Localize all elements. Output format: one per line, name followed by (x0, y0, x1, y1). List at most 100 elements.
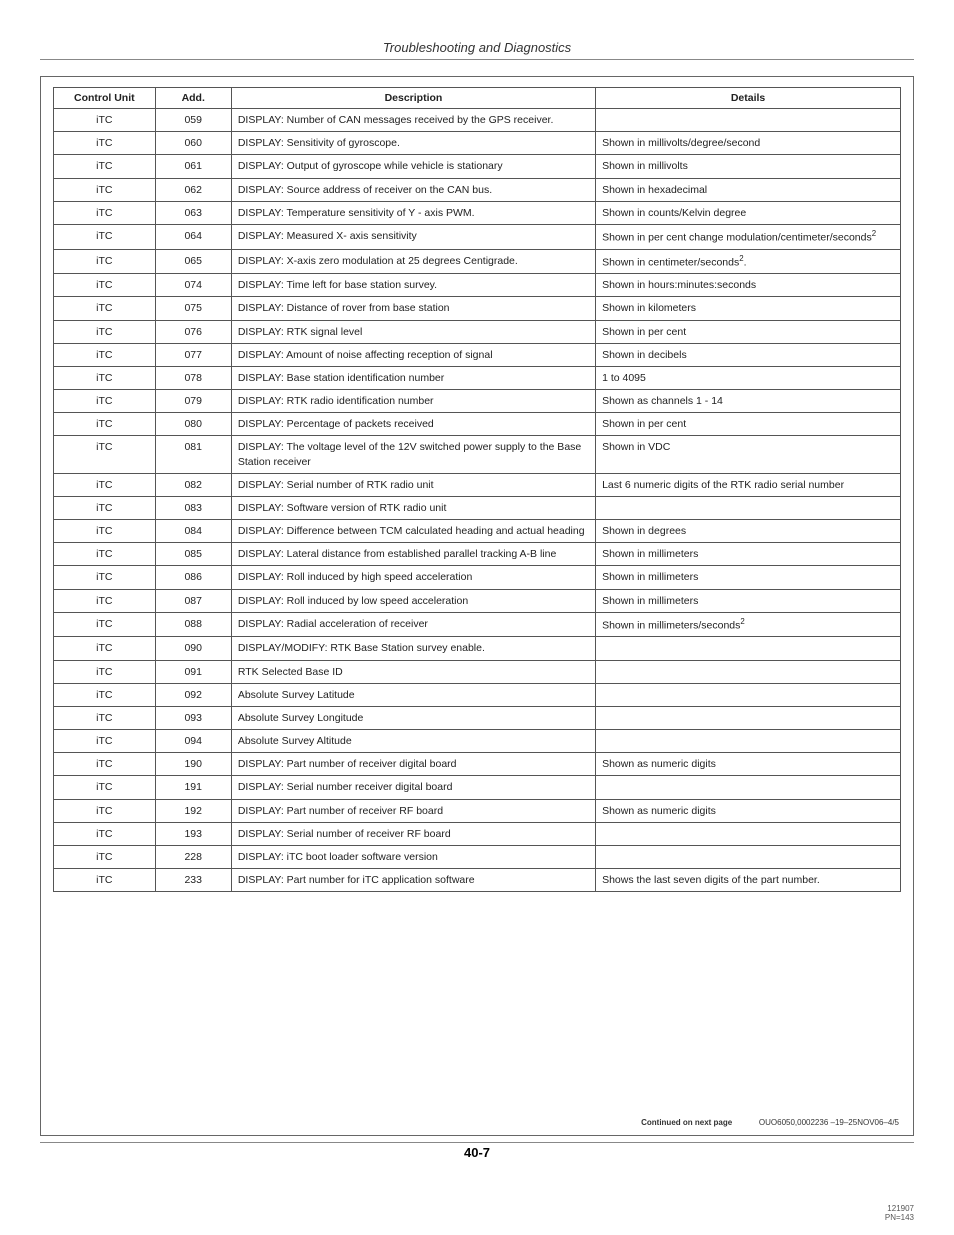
table-row: iTC088DISPLAY: Radial acceleration of re… (54, 612, 901, 637)
cell-description: DISPLAY: RTK signal level (231, 320, 595, 343)
cell-add: 065 (155, 249, 231, 274)
cell-details: Shown in hexadecimal (596, 178, 901, 201)
cell-control-unit: iTC (54, 520, 156, 543)
table-row: iTC091RTK Selected Base ID (54, 660, 901, 683)
cell-description: DISPLAY: Radial acceleration of receiver (231, 612, 595, 637)
cell-details: Shown in centimeter/seconds2. (596, 249, 901, 274)
cell-control-unit: iTC (54, 543, 156, 566)
cell-add: 092 (155, 683, 231, 706)
table-row: iTC063DISPLAY: Temperature sensitivity o… (54, 201, 901, 224)
cell-add: 062 (155, 178, 231, 201)
cell-details: Shown in kilometers (596, 297, 901, 320)
cell-add: 094 (155, 730, 231, 753)
cell-description: DISPLAY: Percentage of packets received (231, 413, 595, 436)
cell-description: DISPLAY: Software version of RTK radio u… (231, 496, 595, 519)
cell-control-unit: iTC (54, 178, 156, 201)
cell-description: DISPLAY: Part number of receiver RF boar… (231, 799, 595, 822)
table-row: iTC093Absolute Survey Longitude (54, 706, 901, 729)
cell-control-unit: iTC (54, 776, 156, 799)
cell-add: 088 (155, 612, 231, 637)
cell-description: DISPLAY: Source address of receiver on t… (231, 178, 595, 201)
cell-control-unit: iTC (54, 201, 156, 224)
cell-details: Shown in millimeters/seconds2 (596, 612, 901, 637)
table-row: iTC080DISPLAY: Percentage of packets rec… (54, 413, 901, 436)
cell-control-unit: iTC (54, 496, 156, 519)
cell-description: RTK Selected Base ID (231, 660, 595, 683)
cell-details: Shown in millimeters (596, 566, 901, 589)
cell-details: 1 to 4095 (596, 366, 901, 389)
table-row: iTC064DISPLAY: Measured X- axis sensitiv… (54, 224, 901, 249)
cell-details: Shown in millimeters (596, 543, 901, 566)
cell-description: DISPLAY: X-axis zero modulation at 25 de… (231, 249, 595, 274)
table-row: iTC079DISPLAY: RTK radio identification … (54, 390, 901, 413)
continued-label: Continued on next page (641, 1118, 732, 1127)
cell-control-unit: iTC (54, 730, 156, 753)
table-row: iTC085DISPLAY: Lateral distance from est… (54, 543, 901, 566)
col-header-control-unit: Control Unit (54, 88, 156, 109)
cell-add: 193 (155, 822, 231, 845)
cell-control-unit: iTC (54, 706, 156, 729)
table-row: iTC191DISPLAY: Serial number receiver di… (54, 776, 901, 799)
cell-description: DISPLAY: Serial number of RTK radio unit (231, 473, 595, 496)
cell-control-unit: iTC (54, 822, 156, 845)
table-row: iTC081DISPLAY: The voltage level of the … (54, 436, 901, 473)
cell-add: 091 (155, 660, 231, 683)
cell-control-unit: iTC (54, 846, 156, 869)
cell-control-unit: iTC (54, 224, 156, 249)
cell-control-unit: iTC (54, 274, 156, 297)
cell-details: Shows the last seven digits of the part … (596, 869, 901, 892)
cell-description: Absolute Survey Latitude (231, 683, 595, 706)
cell-control-unit: iTC (54, 660, 156, 683)
cell-add: 076 (155, 320, 231, 343)
cell-description: DISPLAY: Amount of noise affecting recep… (231, 343, 595, 366)
cell-description: DISPLAY: Number of CAN messages received… (231, 109, 595, 132)
cell-add: 075 (155, 297, 231, 320)
cell-details: Shown in counts/Kelvin degree (596, 201, 901, 224)
cell-control-unit: iTC (54, 155, 156, 178)
table-row: iTC076DISPLAY: RTK signal levelShown in … (54, 320, 901, 343)
cell-description: DISPLAY: Sensitivity of gyroscope. (231, 132, 595, 155)
table-row: iTC192DISPLAY: Part number of receiver R… (54, 799, 901, 822)
cell-details: Shown in per cent (596, 413, 901, 436)
cell-details (596, 822, 901, 845)
page: Troubleshooting and Diagnostics Control … (0, 0, 954, 1235)
cell-details (596, 846, 901, 869)
col-header-description: Description (231, 88, 595, 109)
table-header-row: Control Unit Add. Description Details (54, 88, 901, 109)
cell-add: 074 (155, 274, 231, 297)
cell-control-unit: iTC (54, 589, 156, 612)
cell-description: DISPLAY: Difference between TCM calculat… (231, 520, 595, 543)
table-row: iTC086DISPLAY: Roll induced by high spee… (54, 566, 901, 589)
cell-control-unit: iTC (54, 753, 156, 776)
cell-control-unit: iTC (54, 320, 156, 343)
cell-add: 083 (155, 496, 231, 519)
cell-add: 093 (155, 706, 231, 729)
cell-control-unit: iTC (54, 132, 156, 155)
cell-control-unit: iTC (54, 366, 156, 389)
cell-add: 077 (155, 343, 231, 366)
cell-control-unit: iTC (54, 612, 156, 637)
cell-add: 082 (155, 473, 231, 496)
cell-details: Shown in hours:minutes:seconds (596, 274, 901, 297)
continued-line: Continued on next page OUO6050,0002236 –… (641, 1118, 899, 1127)
cell-add: 059 (155, 109, 231, 132)
cell-add: 079 (155, 390, 231, 413)
table-row: iTC094Absolute Survey Altitude (54, 730, 901, 753)
table-row: iTC075DISPLAY: Distance of rover from ba… (54, 297, 901, 320)
table-row: iTC059DISPLAY: Number of CAN messages re… (54, 109, 901, 132)
page-number: 40-7 (40, 1142, 914, 1160)
cell-details: Shown as channels 1 - 14 (596, 390, 901, 413)
table-row: iTC190DISPLAY: Part number of receiver d… (54, 753, 901, 776)
table-row: iTC061DISPLAY: Output of gyroscope while… (54, 155, 901, 178)
cell-details: Shown in per cent change modulation/cent… (596, 224, 901, 249)
content-frame: Control Unit Add. Description Details iT… (40, 76, 914, 1136)
cell-add: 064 (155, 224, 231, 249)
cell-description: DISPLAY: Base station identification num… (231, 366, 595, 389)
cell-add: 090 (155, 637, 231, 660)
cell-control-unit: iTC (54, 109, 156, 132)
cell-add: 061 (155, 155, 231, 178)
cell-add: 080 (155, 413, 231, 436)
cell-details (596, 683, 901, 706)
col-header-details: Details (596, 88, 901, 109)
cell-add: 087 (155, 589, 231, 612)
